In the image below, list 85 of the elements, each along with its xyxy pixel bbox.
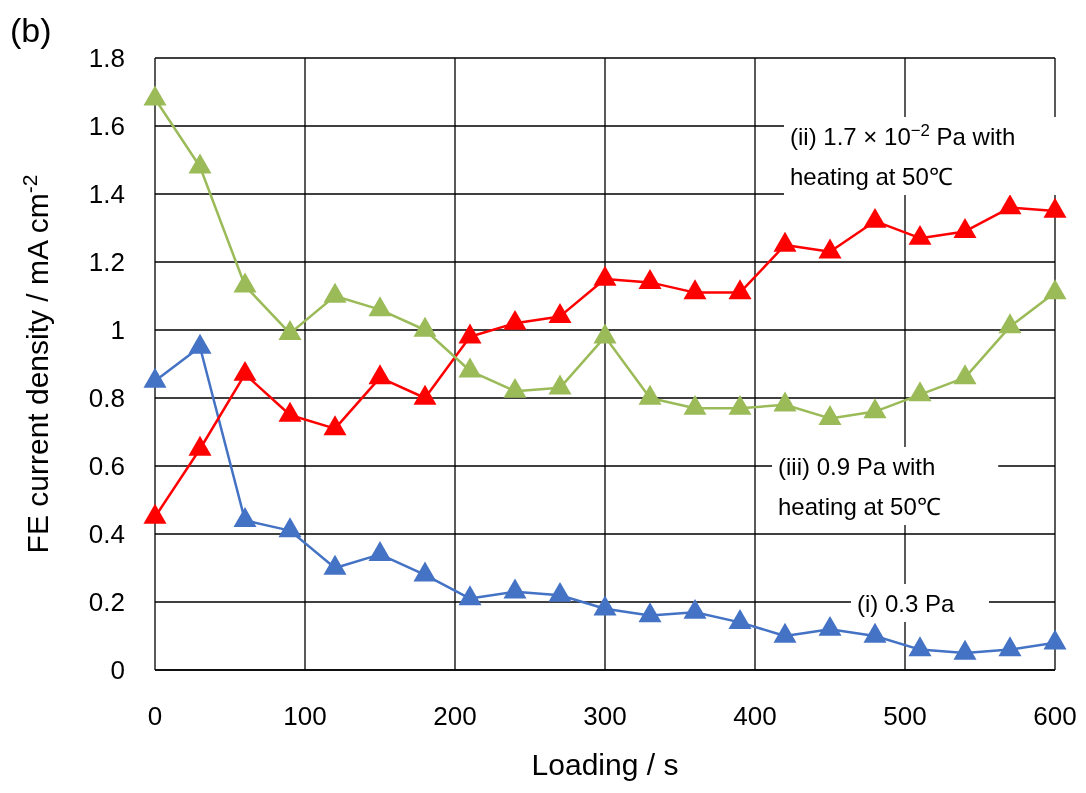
point xyxy=(458,357,482,378)
point xyxy=(368,296,392,317)
point xyxy=(773,622,797,643)
point xyxy=(683,598,707,619)
x-tick-label: 600 xyxy=(1033,701,1077,731)
point xyxy=(143,503,167,524)
point xyxy=(323,415,347,436)
point xyxy=(908,636,932,657)
point xyxy=(233,272,257,293)
x-tick-label: 500 xyxy=(883,701,927,731)
point xyxy=(323,554,347,575)
point xyxy=(233,507,257,528)
point xyxy=(773,391,797,412)
point xyxy=(368,364,392,385)
series-label: (ii) 1.7 × 10$^{−2}$ Pa with heating at 50℃ xyxy=(790,120,1016,190)
point xyxy=(278,320,302,341)
series-label: (iii) 0.9 Pa with heating at 50℃ xyxy=(778,453,941,520)
point xyxy=(818,238,842,259)
y-tick-label: 0 xyxy=(110,655,125,685)
point xyxy=(413,561,437,582)
point xyxy=(818,405,842,426)
point xyxy=(188,435,212,456)
point xyxy=(953,218,977,239)
y-tick-label: 0.6 xyxy=(88,451,125,481)
x-tick-label: 300 xyxy=(583,701,627,731)
point xyxy=(638,269,662,290)
point xyxy=(548,374,572,395)
point xyxy=(548,303,572,324)
point xyxy=(143,367,167,388)
point xyxy=(323,282,347,303)
point xyxy=(188,333,212,354)
point xyxy=(458,323,482,344)
point xyxy=(413,384,437,405)
point xyxy=(548,581,572,602)
point xyxy=(998,194,1022,215)
y-tick-label: 0.2 xyxy=(88,587,125,617)
series-label: (i) 0.3 Pa xyxy=(857,590,956,617)
x-axis-title: Loading / s xyxy=(531,748,679,781)
point xyxy=(818,615,842,636)
point xyxy=(728,279,752,300)
point xyxy=(1043,629,1067,650)
point xyxy=(998,636,1022,657)
point xyxy=(908,381,932,402)
point xyxy=(593,595,617,616)
point xyxy=(368,541,392,562)
point xyxy=(143,85,167,106)
point xyxy=(683,279,707,300)
point xyxy=(773,231,797,252)
x-tick-label: 100 xyxy=(283,701,327,731)
point xyxy=(503,578,527,599)
point xyxy=(638,602,662,623)
point xyxy=(593,265,617,286)
y-tick-label: 1.2 xyxy=(88,247,125,277)
y-tick-label: 1.8 xyxy=(88,43,125,73)
point xyxy=(503,377,527,398)
point xyxy=(278,401,302,422)
point xyxy=(863,622,887,643)
point xyxy=(863,398,887,419)
x-tick-label: 200 xyxy=(433,701,477,731)
y-tick-label: 0.4 xyxy=(88,519,125,549)
point xyxy=(638,384,662,405)
x-tick-label: 400 xyxy=(733,701,777,731)
point xyxy=(953,364,977,385)
point xyxy=(863,207,887,228)
y-tick-label: 1 xyxy=(110,315,125,345)
point xyxy=(458,585,482,606)
point xyxy=(1043,279,1067,300)
point xyxy=(188,153,212,174)
point xyxy=(728,609,752,630)
x-tick-label: 0 xyxy=(147,701,163,731)
point xyxy=(998,313,1022,334)
point xyxy=(953,639,977,660)
point xyxy=(593,323,617,344)
point xyxy=(503,309,527,330)
point xyxy=(278,517,302,538)
chart-title: (b) xyxy=(10,11,52,49)
point xyxy=(908,224,932,245)
y-tick-label: 1.6 xyxy=(88,111,125,141)
y-tick-label: 0.8 xyxy=(88,383,125,413)
point xyxy=(728,394,752,415)
point xyxy=(233,360,257,381)
point xyxy=(1043,197,1067,218)
point xyxy=(413,316,437,337)
y-tick-label: 1.4 xyxy=(88,179,125,209)
point xyxy=(683,394,707,415)
